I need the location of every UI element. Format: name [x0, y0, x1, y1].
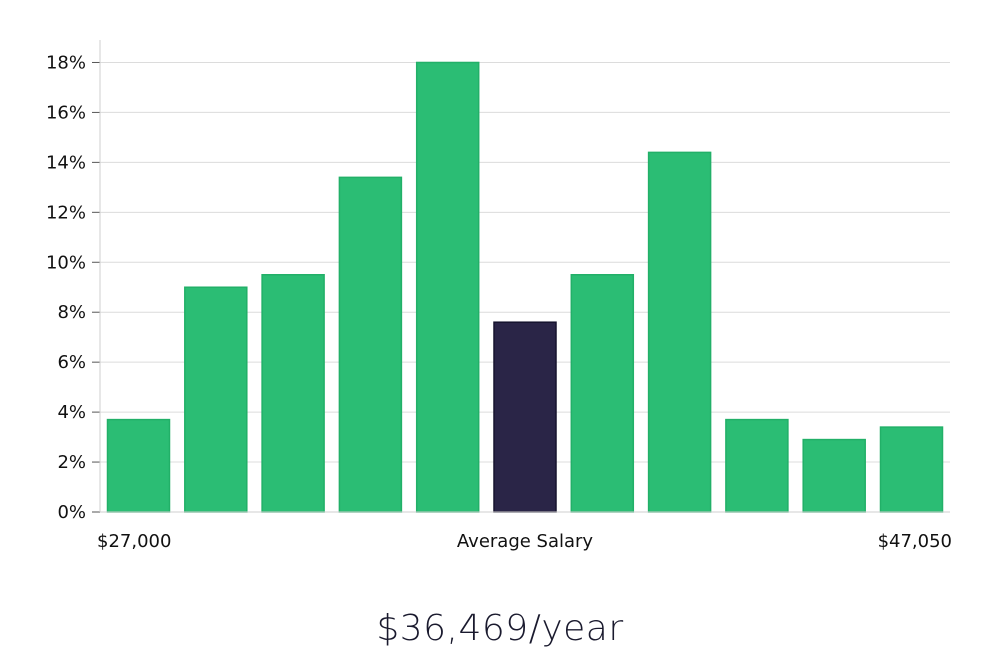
- y-tick-label: 4%: [57, 402, 86, 423]
- bar: [184, 286, 248, 513]
- bar: [570, 274, 635, 513]
- average-salary-value: $36,469/year: [376, 608, 624, 649]
- y-tick-label: 10%: [46, 252, 86, 273]
- bar: [261, 274, 325, 513]
- x-label-left: $27,000: [97, 531, 171, 552]
- x-label-center: Average Salary: [457, 531, 594, 552]
- y-tick-label: 16%: [46, 102, 86, 123]
- bar: [802, 438, 866, 513]
- bar: [879, 426, 944, 513]
- y-tick-label: 14%: [46, 152, 86, 173]
- bar-average-salary: [493, 321, 557, 513]
- x-label-right: $47,050: [878, 531, 952, 552]
- y-tick-label: 18%: [46, 52, 86, 73]
- y-tick-label: 2%: [57, 452, 86, 473]
- bar: [725, 418, 789, 513]
- bars: [106, 61, 944, 513]
- salary-distribution-chart: 0% 2% 4% 6% 8% 10% 12% 14% 16% 18% $27,000 Averag…: [46, 40, 952, 552]
- bar: [106, 418, 171, 513]
- y-tick-labels: 0% 2% 4% 6% 8% 10% 12% 14% 16% 18%: [46, 52, 86, 523]
- bar: [415, 61, 480, 513]
- y-tick-label: 8%: [57, 302, 86, 323]
- y-tick-label: 6%: [57, 352, 86, 373]
- bar: [338, 176, 403, 513]
- x-labels: $27,000 Average Salary $47,050: [97, 531, 952, 552]
- axes: [99, 40, 950, 513]
- bar: [647, 151, 712, 513]
- y-tick-label: 12%: [46, 202, 86, 223]
- y-tick-label: 0%: [57, 502, 86, 523]
